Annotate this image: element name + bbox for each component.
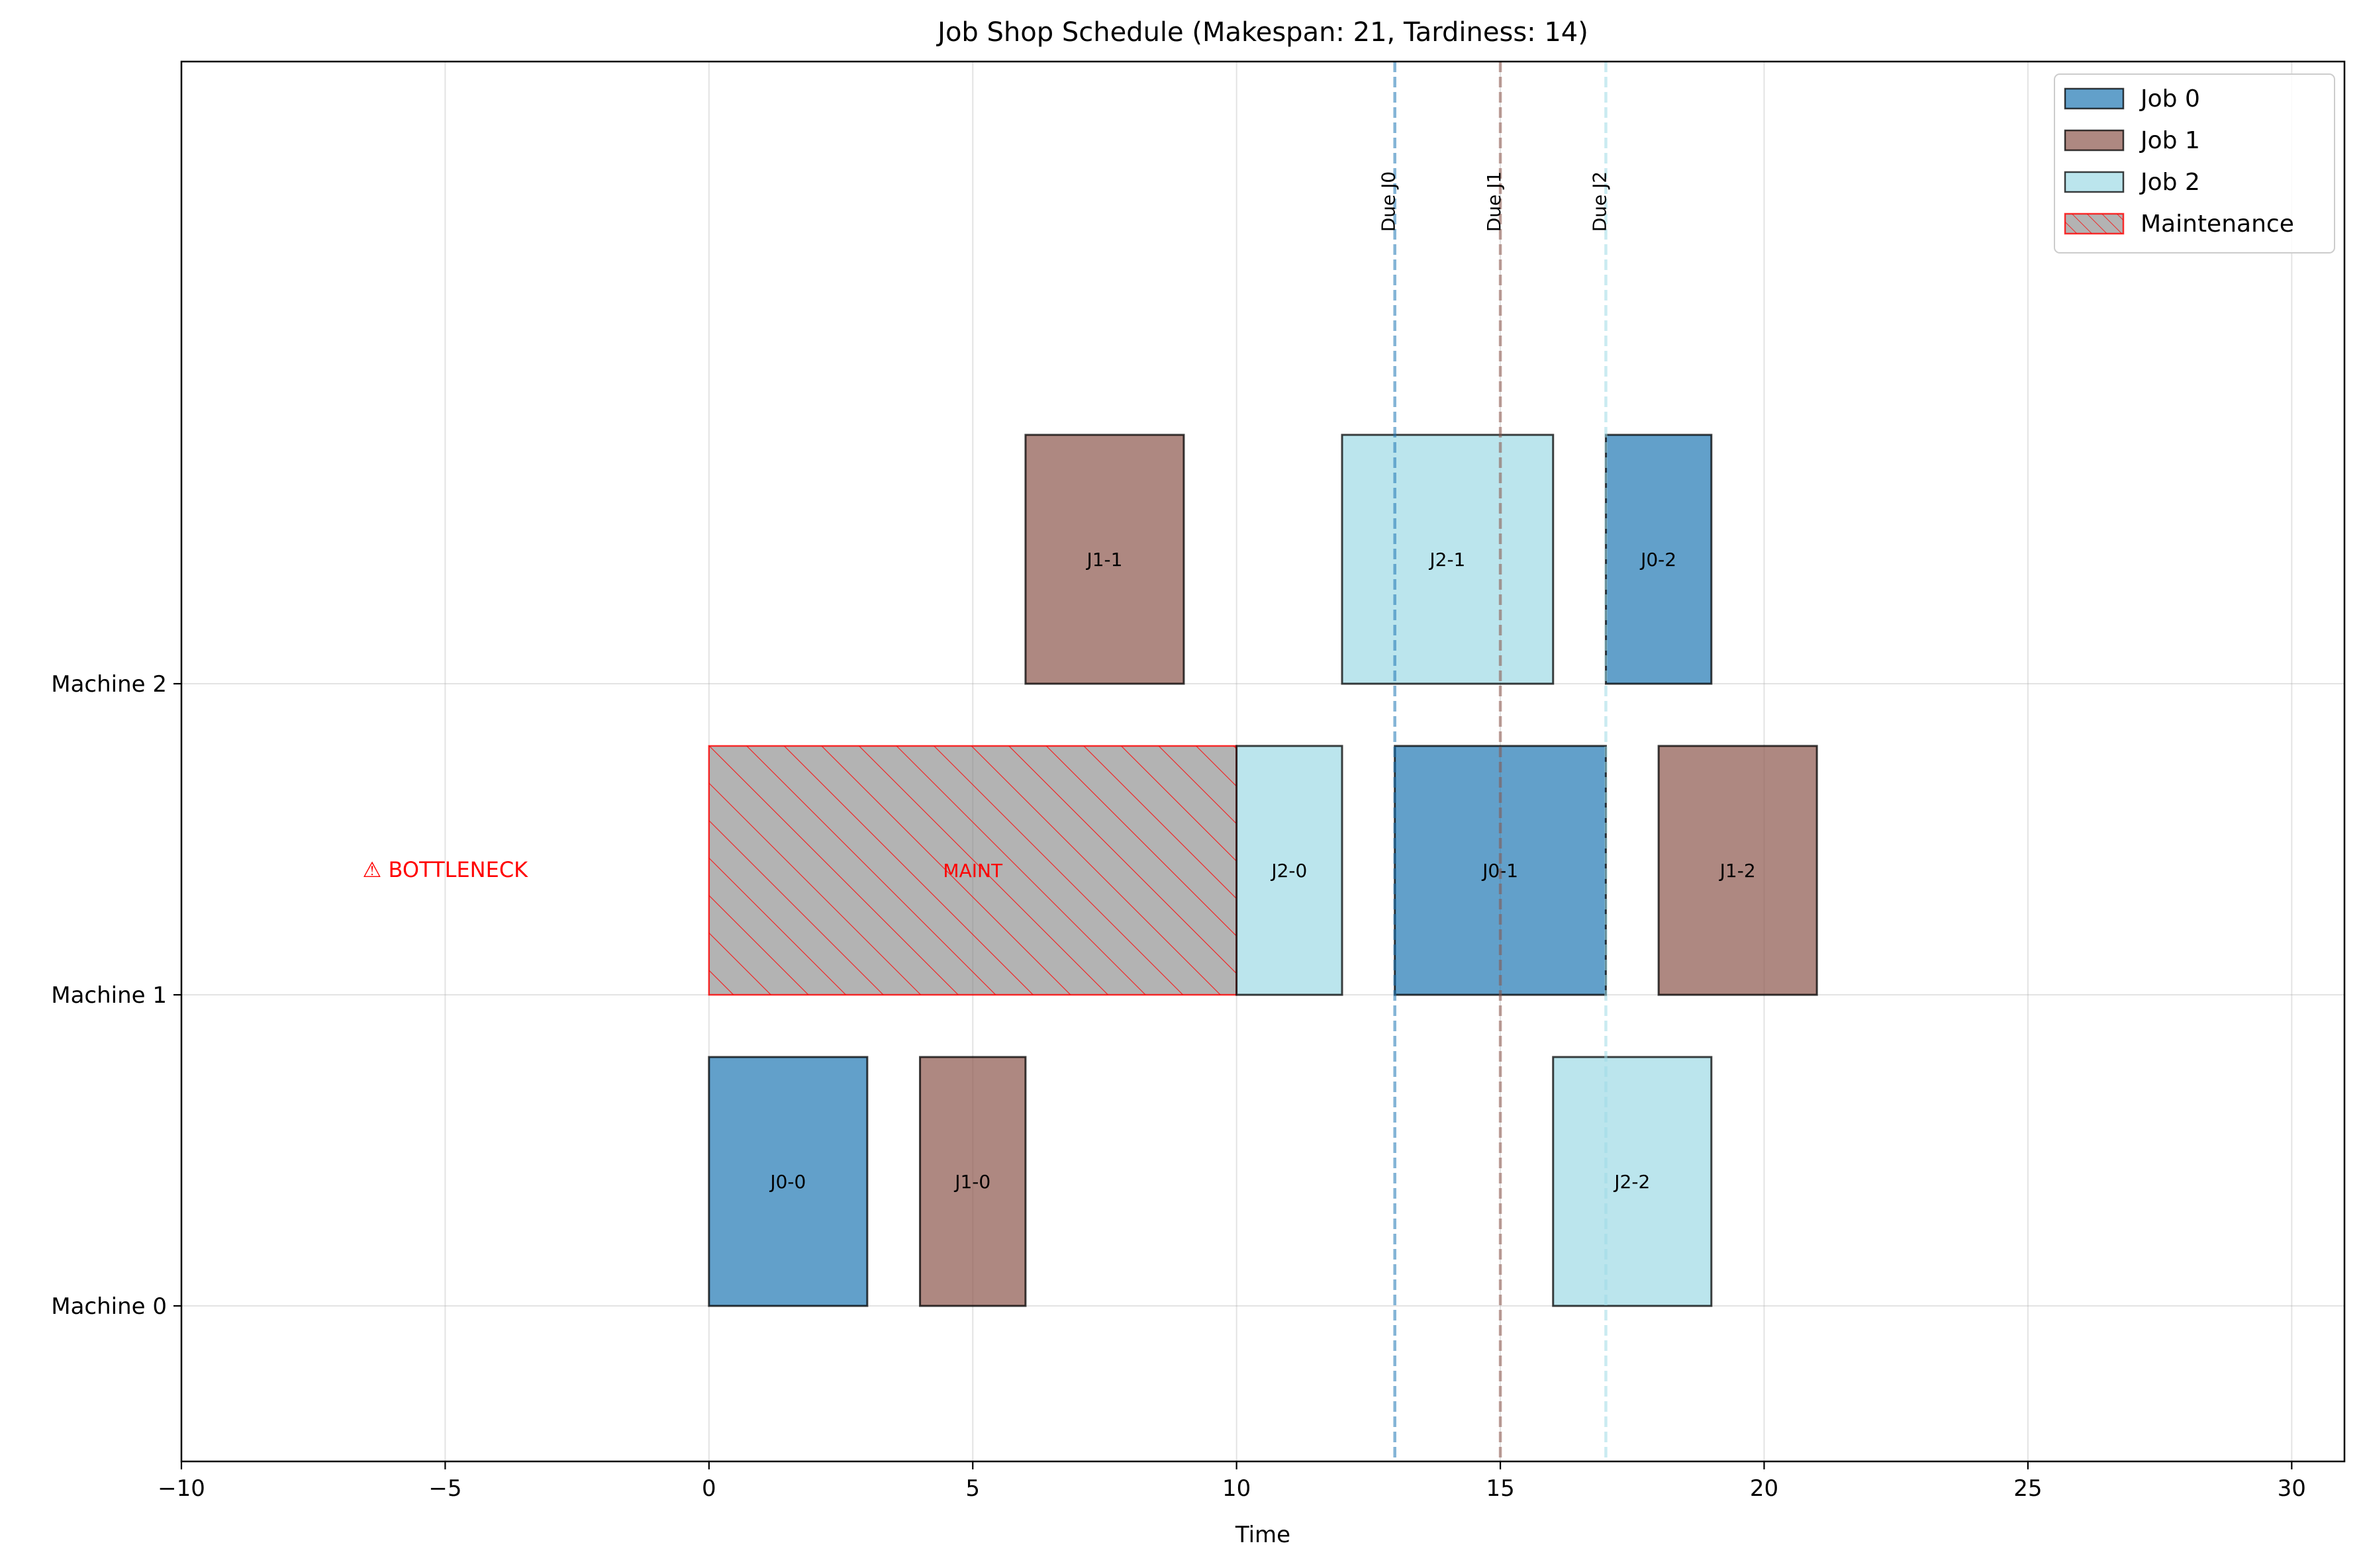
legend-swatch xyxy=(2064,87,2125,110)
due-date-label: Due J1 xyxy=(1483,171,1505,232)
x-tick-label: 5 xyxy=(965,1475,980,1502)
task-label: J1-2 xyxy=(1719,860,1756,882)
task-bar xyxy=(1341,434,1555,685)
task-bar xyxy=(1235,745,1343,996)
legend-swatch xyxy=(2064,129,2125,152)
y-tick-label: Machine 1 xyxy=(51,982,167,1009)
x-tick-label: −10 xyxy=(158,1475,205,1502)
y-tick-label: Machine 2 xyxy=(51,671,167,698)
y-tick-label: Machine 0 xyxy=(51,1293,167,1320)
x-tick-label: 15 xyxy=(1486,1475,1514,1502)
legend-swatch xyxy=(2064,171,2125,193)
maintenance-bar xyxy=(708,745,1237,996)
task-bar xyxy=(1024,434,1185,685)
x-tick-label: 10 xyxy=(1222,1475,1251,1502)
chart-title: Job Shop Schedule (Makespan: 21, Tardine… xyxy=(936,17,1588,48)
x-tick-label: 25 xyxy=(2013,1475,2042,1502)
x-axis-label: Time xyxy=(1235,1522,1290,1548)
legend-label: Job 2 xyxy=(2139,169,2200,196)
task-label: J2-0 xyxy=(1270,860,1307,882)
plot-frame xyxy=(180,60,2346,1463)
x-tick-label: −5 xyxy=(428,1475,461,1502)
task-bar xyxy=(1657,745,1818,996)
task-label: J2-2 xyxy=(1613,1171,1650,1193)
task-label: J0-2 xyxy=(1639,549,1676,571)
axes: −10 −5 0 5 10 15 20 25 30 Machine 0 Machine 1 Machi… xyxy=(51,671,2306,1502)
task-bar xyxy=(919,1056,1027,1307)
task-label: J1-1 xyxy=(1085,549,1122,571)
legend-label: Job 0 xyxy=(2139,85,2200,113)
x-tick-label: 20 xyxy=(1750,1475,1778,1502)
due-date-label: Due J0 xyxy=(1378,171,1400,232)
maintenance-label: MAINT xyxy=(943,860,1003,882)
due-date-label: Due J2 xyxy=(1588,171,1610,232)
legend-swatch xyxy=(2064,212,2125,235)
due-date-lines: Due J0 Due J1 Due J2 xyxy=(1378,62,1610,1461)
task-bar xyxy=(1552,1056,1713,1307)
legend: Job 0 Job 1 Job 2 Maintenance xyxy=(2054,73,2335,254)
task-bar xyxy=(708,1056,869,1307)
task-bars: MAINTJ0-0J1-0J2-2J2-0J0-1J1-2J1-1J2-1J0-… xyxy=(363,434,1818,1307)
x-tick-label: 0 xyxy=(702,1475,716,1502)
bottleneck-annotation: ⚠ BOTTLENECK xyxy=(363,857,529,882)
task-label: J0-0 xyxy=(769,1171,806,1193)
legend-box xyxy=(2054,73,2335,254)
legend-label: Job 1 xyxy=(2139,127,2200,154)
legend-label: Maintenance xyxy=(2141,210,2294,238)
x-tick-label: 30 xyxy=(2278,1475,2306,1502)
task-label: J2-1 xyxy=(1428,549,1465,571)
task-label: J1-0 xyxy=(953,1171,990,1193)
